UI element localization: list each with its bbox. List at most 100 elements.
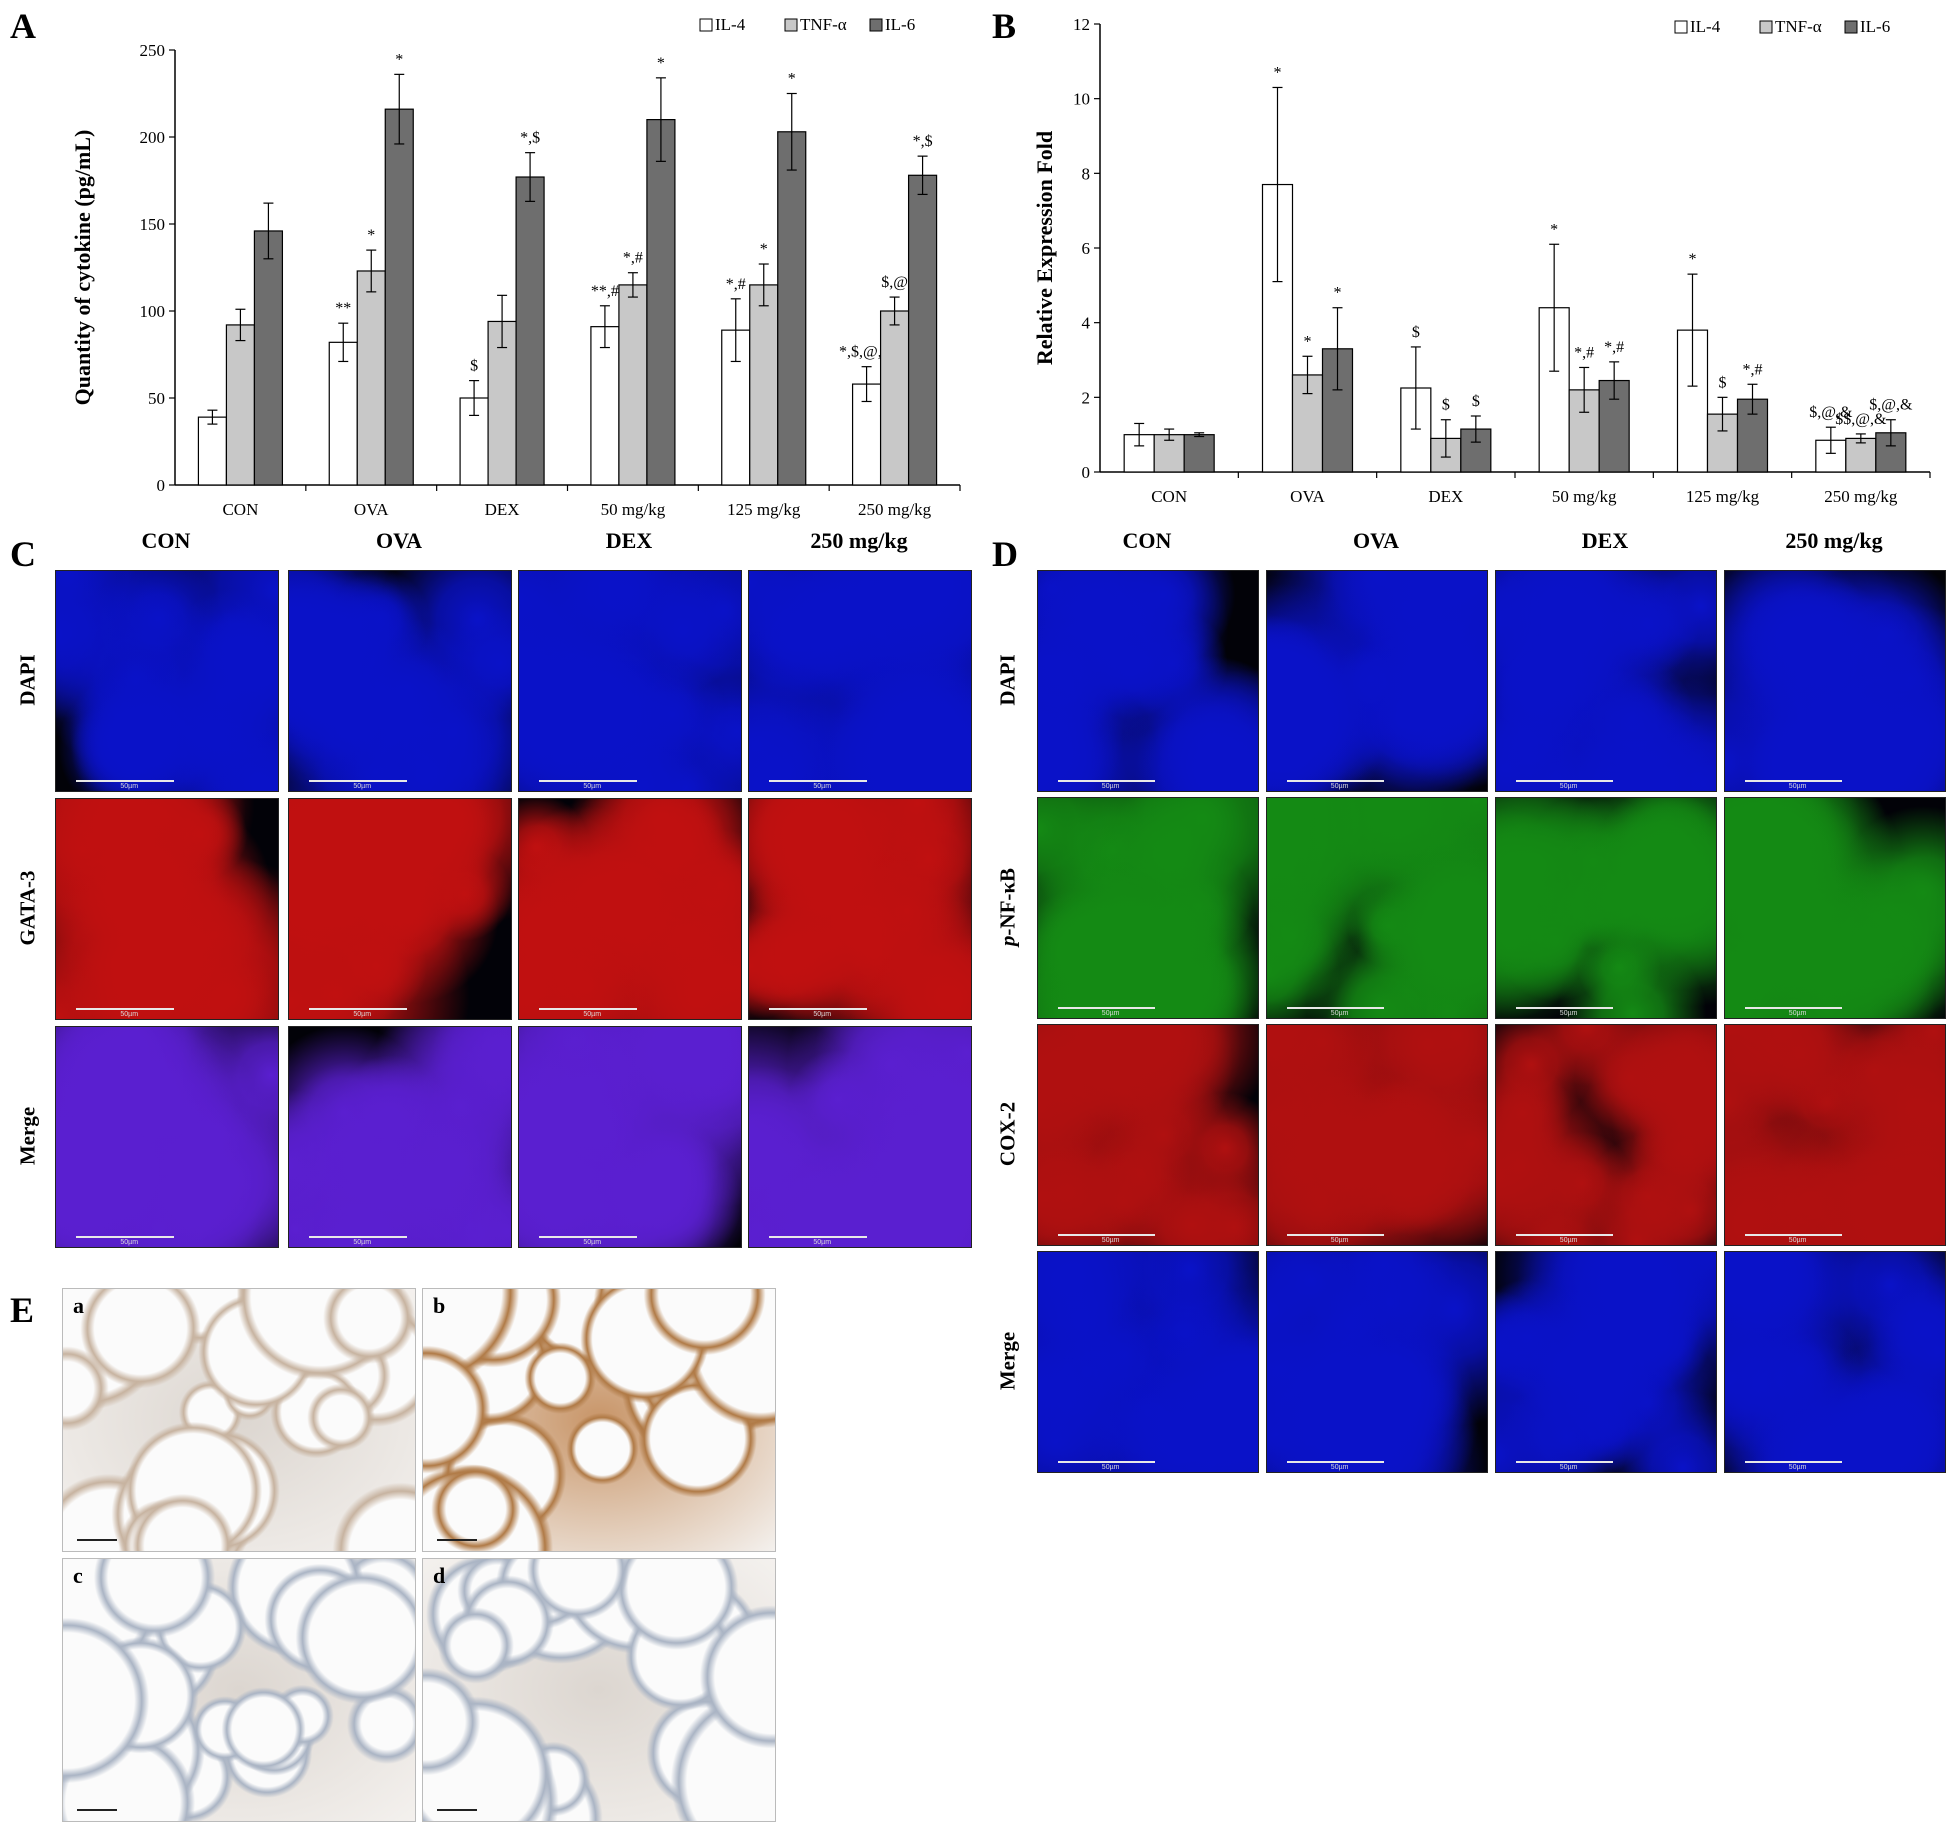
micrograph: 50µm: [1495, 1251, 1717, 1473]
ihc-image: d: [422, 1558, 776, 1822]
row-label: Merge: [15, 1106, 40, 1166]
micrograph: 50µm: [748, 798, 972, 1020]
scale-bar: [1744, 1234, 1842, 1236]
micrograph: 50µm: [1266, 1251, 1488, 1473]
panel-label-d: D: [992, 534, 1018, 574]
x-tick-label: OVA: [1290, 487, 1325, 506]
scale-bar-label: 50µm: [1788, 1010, 1807, 1017]
scale-bar-label: 50µm: [813, 783, 832, 790]
scale-bar-label: 50µm: [1559, 1010, 1578, 1017]
significance-label: $: [1719, 374, 1727, 391]
cytokine-bar-chart: 0 50 100 150 200 250 Quantity of cytokine (pg/…: [70, 15, 961, 519]
bar-il6: [384, 108, 414, 486]
scale-bar-label: 50µm: [1330, 1464, 1349, 1471]
significance-label: *,#: [1604, 339, 1624, 356]
micrograph: 50µm: [1495, 570, 1717, 792]
micrograph: 50µm: [1724, 1251, 1946, 1473]
significance-label: $: [1442, 397, 1450, 414]
scale-bar-label: 50µm: [353, 1011, 372, 1018]
bar-il4: [328, 341, 358, 486]
scale-bar-label: 50µm: [1559, 1464, 1578, 1471]
significance-label: *: [788, 71, 796, 88]
y-tick-label: 10: [1073, 90, 1090, 109]
panel-label-b: B: [992, 6, 1017, 46]
y-tick-label: 8: [1082, 164, 1091, 183]
scale-bar-label: 50µm: [583, 1011, 602, 1018]
scale-bar-label: 50µm: [1101, 783, 1120, 790]
panel-label-a: A: [10, 6, 36, 46]
bar-il6: [646, 118, 676, 486]
ihc-tag: c: [73, 1563, 83, 1588]
significance-label: $$,@,&: [1835, 411, 1887, 428]
y-tick-label: 2: [1082, 388, 1091, 407]
x-tick-label: 125 mg/kg: [1686, 487, 1760, 506]
expression-bar-chart: 0 2 4 6 8 10 12 Relative Expression Fold CON OVA *…: [1032, 15, 1931, 506]
y-tick-label: 12: [1073, 15, 1090, 34]
micrograph: 50µm: [288, 1026, 512, 1248]
micrograph: 50µm: [1037, 1024, 1259, 1246]
micrograph: 50µm: [1037, 797, 1259, 1019]
micrograph: 50µm: [288, 570, 512, 792]
legend-label: IL-6: [885, 15, 915, 34]
x-tick-label: 50 mg/kg: [601, 500, 666, 519]
scale-bar: [538, 780, 637, 782]
bar-il4: [590, 326, 620, 486]
ihc-image: a: [62, 1288, 416, 1552]
micrograph: 50µm: [1724, 1024, 1946, 1246]
scale-bar: [1286, 780, 1384, 782]
y-tick-label: 150: [140, 215, 166, 234]
row-label-italic: p: [995, 935, 1020, 947]
scale-bar: [75, 780, 174, 782]
column-label: DEX: [1581, 528, 1629, 553]
row-label: DAPI: [996, 654, 1021, 705]
scale-bar-label: 50µm: [120, 1239, 139, 1246]
significance-label: $: [1472, 393, 1480, 410]
scale-bar-label: 50µm: [1101, 1010, 1120, 1017]
scale-bar-label: 50µm: [813, 1011, 832, 1018]
significance-label: *: [760, 241, 768, 258]
scale-bar-label: 50µm: [1788, 1464, 1807, 1471]
x-tick-label: CON: [222, 500, 258, 519]
micrograph: 50µm: [1266, 797, 1488, 1019]
column-label: OVA: [375, 528, 423, 553]
bar-tnf: [879, 310, 910, 486]
scale-bar: [1057, 1007, 1155, 1009]
micrograph: 50µm: [55, 570, 279, 792]
significance-label: **,#: [591, 283, 619, 300]
micrograph: 50µm: [1495, 797, 1717, 1019]
scale-bar: [437, 1539, 477, 1541]
column-label: OVA: [1352, 528, 1400, 553]
y-tick-label: 250: [140, 41, 166, 60]
scale-bar-label: 50µm: [1559, 783, 1578, 790]
x-tick-label: OVA: [354, 500, 389, 519]
scale-bar: [1057, 1234, 1155, 1236]
legend-swatch: [1844, 20, 1858, 34]
scale-bar: [75, 1236, 174, 1238]
bar-tnf: [618, 284, 648, 486]
y-tick-label: 4: [1082, 314, 1091, 333]
legend-label: IL-4: [715, 15, 746, 34]
scale-bar: [538, 1236, 637, 1238]
panel-label-c: C: [10, 534, 36, 574]
micrograph: 50µm: [1724, 797, 1946, 1019]
row-label-text: COX-2: [995, 1101, 1020, 1167]
significance-label: $: [1412, 324, 1420, 341]
scale-bar: [1286, 1461, 1384, 1463]
ihc-tag: b: [433, 1293, 446, 1318]
y-axis-label: Relative Expression Fold: [1032, 131, 1057, 365]
x-tick-label: 50 mg/kg: [1552, 487, 1617, 506]
bar-tnf: [225, 324, 256, 486]
micrograph: 50µm: [288, 798, 512, 1020]
legend-swatch: [1674, 20, 1688, 34]
significance-label: *,#: [623, 250, 643, 267]
significance-label: *: [657, 55, 665, 72]
bar-il6: [777, 131, 807, 486]
scale-bar-label: 50µm: [1101, 1237, 1120, 1244]
bar-il6: [253, 230, 284, 486]
y-tick-label: 100: [140, 302, 166, 321]
row-label: DAPI: [15, 654, 40, 706]
bar-tnf: [749, 284, 779, 486]
scale-bar-label: 50µm: [1788, 783, 1807, 790]
scale-bar: [308, 1236, 407, 1238]
scale-bar: [1744, 780, 1842, 782]
